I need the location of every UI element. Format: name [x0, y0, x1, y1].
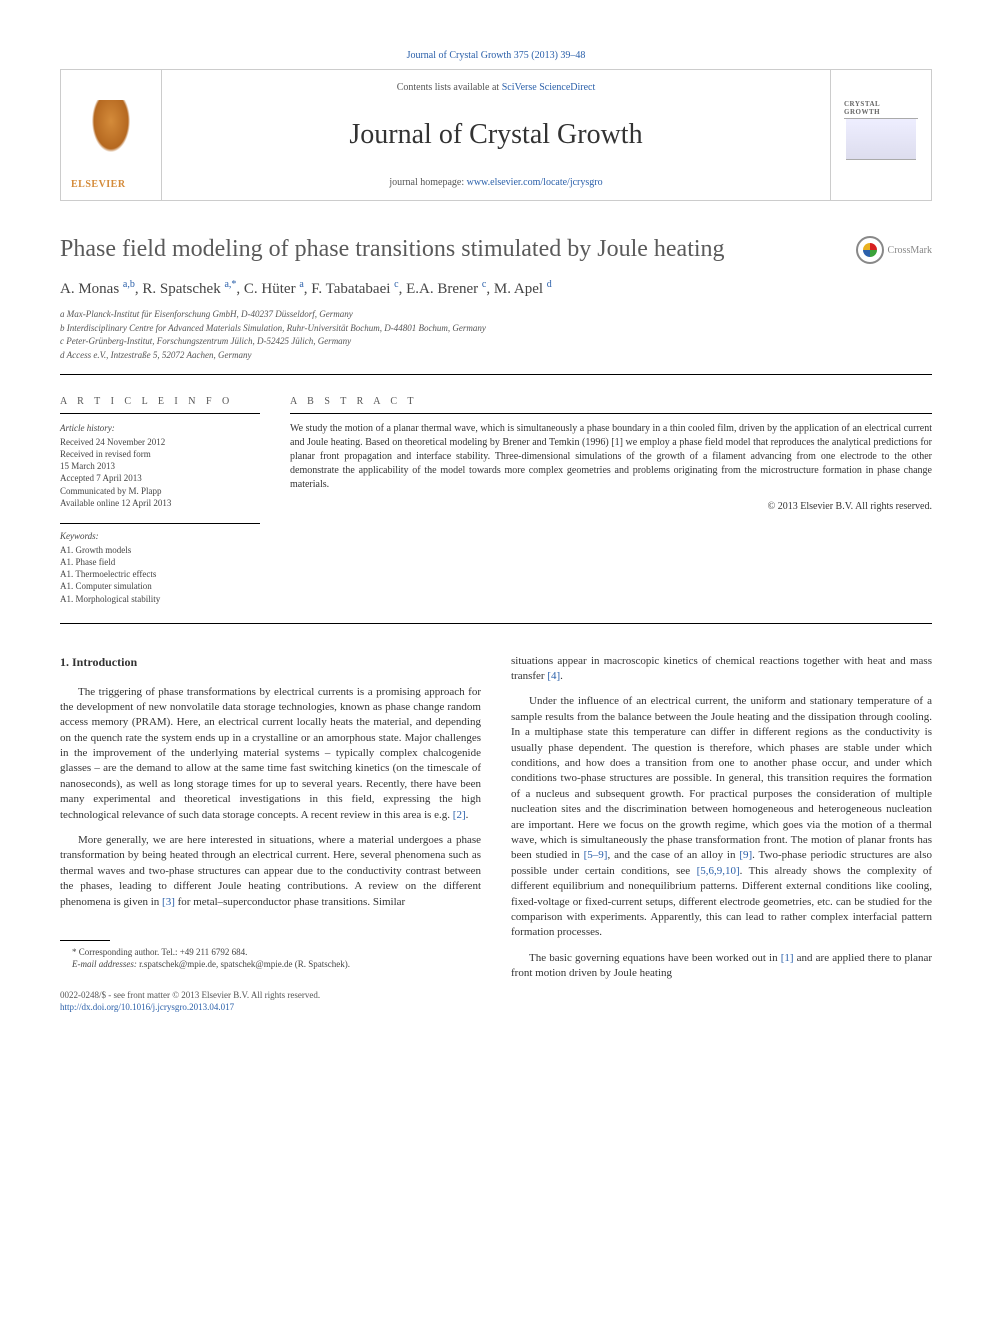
ref-link[interactable]: [2] [453, 809, 466, 821]
author: E.A. Brener [406, 281, 478, 297]
crystal-growth-label: CRYSTAL GROWTH [844, 100, 914, 116]
elsevier-logo [61, 70, 162, 200]
homepage-link[interactable]: www.elsevier.com/locate/jcrysgro [467, 177, 603, 188]
history-line: Communicated by M. Plapp [60, 485, 260, 497]
ref-link[interactable]: [3] [162, 896, 175, 908]
author: F. Tabatabaei [311, 281, 390, 297]
affiliation: a Max-Planck-Institut für Eisenforschung… [60, 308, 932, 321]
history-line: Accepted 7 April 2013 [60, 472, 260, 484]
article-info: A R T I C L E I N F O Article history: R… [60, 395, 260, 604]
abstract-body: We study the motion of a planar thermal … [290, 423, 932, 490]
elsevier-tree-icon [81, 100, 141, 170]
paragraph: The triggering of phase transformations … [60, 685, 481, 824]
affiliation: b Interdisciplinary Centre for Advanced … [60, 322, 932, 335]
keyword: A1. Growth models [60, 544, 260, 556]
ref-link[interactable]: [5–9] [584, 849, 608, 861]
affil-link[interactable]: c [482, 279, 486, 290]
ref-link[interactable]: [5,6,9,10] [697, 865, 740, 877]
paragraph: situations appear in macroscopic kinetic… [511, 654, 932, 685]
keyword: A1. Morphological stability [60, 593, 260, 605]
journal-name: Journal of Crystal Growth [182, 119, 810, 151]
paragraph: The basic governing equations have been … [511, 951, 932, 982]
footnote-block: * Corresponding author. Tel.: +49 211 67… [60, 947, 481, 970]
keyword: A1. Phase field [60, 556, 260, 568]
corr-link[interactable]: * [231, 279, 236, 290]
history-label: Article history: [60, 422, 260, 434]
history-line: 15 March 2013 [60, 460, 260, 472]
abstract-block: A B S T R A C T We study the motion of a… [290, 395, 932, 604]
paragraph: More generally, we are here interested i… [60, 833, 481, 910]
keyword: A1. Thermoelectric effects [60, 568, 260, 580]
issn-line: 0022-0248/$ - see front matter © 2013 El… [60, 990, 481, 1002]
paragraph: Under the influence of an electrical cur… [511, 694, 932, 940]
affil-link[interactable]: a [299, 279, 303, 290]
affiliation: c Peter-Grünberg-Institut, Forschungszen… [60, 335, 932, 348]
body-column-right: situations appear in macroscopic kinetic… [511, 654, 932, 1014]
keyword: A1. Computer simulation [60, 580, 260, 592]
affiliations: a Max-Planck-Institut für Eisenforschung… [60, 308, 932, 375]
bottom-info: 0022-0248/$ - see front matter © 2013 El… [60, 990, 481, 1013]
abstract-label: A B S T R A C T [290, 395, 932, 414]
article-info-label: A R T I C L E I N F O [60, 395, 260, 414]
affiliation: d Access e.V., Intzestraße 5, 52072 Aach… [60, 349, 932, 362]
author: M. Apel [494, 281, 543, 297]
header-center: Contents lists available at SciVerse Sci… [162, 70, 830, 200]
history-line: Received in revised form [60, 448, 260, 460]
affil-link[interactable]: a,b [123, 279, 135, 290]
history-line: Available online 12 April 2013 [60, 497, 260, 509]
keywords-label: Keywords: [60, 523, 260, 542]
history-line: Received 24 November 2012 [60, 436, 260, 448]
crossmark-label: CrossMark [888, 245, 932, 256]
author: A. Monas [60, 281, 119, 297]
sciencedirect-link[interactable]: SciVerse ScienceDirect [502, 82, 596, 93]
footnote-separator [60, 940, 110, 941]
affil-link[interactable]: c [394, 279, 398, 290]
author: C. Hüter [244, 281, 296, 297]
author-list: A. Monas a,b, R. Spatschek a,*, C. Hüter… [60, 279, 932, 298]
contents-prefix: Contents lists available at [397, 82, 502, 93]
email-line: E-mail addresses: r.spatschek@mpie.de, s… [60, 959, 481, 971]
ref-link[interactable]: [9] [739, 849, 752, 861]
crossmark-badge[interactable]: CrossMark [856, 236, 932, 264]
homepage-line: journal homepage: www.elsevier.com/locat… [182, 177, 810, 188]
author: R. Spatschek [142, 281, 220, 297]
abstract-text: We study the motion of a planar thermal … [290, 422, 932, 492]
contents-line: Contents lists available at SciVerse Sci… [182, 82, 810, 93]
body-column-left: 1. Introduction The triggering of phase … [60, 654, 481, 1014]
journal-header: Contents lists available at SciVerse Sci… [60, 69, 932, 201]
ref-link[interactable]: [4] [547, 670, 560, 682]
ref-link[interactable]: [1] [781, 952, 794, 964]
crossmark-icon [856, 236, 884, 264]
corresponding-author: * Corresponding author. Tel.: +49 211 67… [60, 947, 481, 959]
section-heading: 1. Introduction [60, 654, 481, 671]
doi-link[interactable]: http://dx.doi.org/10.1016/j.jcrysgro.201… [60, 1002, 234, 1012]
affil-link[interactable]: d [547, 279, 552, 290]
body-text: 1. Introduction The triggering of phase … [60, 654, 932, 1014]
top-citation[interactable]: Journal of Crystal Growth 375 (2013) 39–… [60, 50, 932, 61]
journal-cover-thumb: CRYSTAL GROWTH [830, 70, 931, 200]
homepage-prefix: journal homepage: [389, 177, 466, 188]
copyright-line: © 2013 Elsevier B.V. All rights reserved… [290, 500, 932, 514]
article-title: Phase field modeling of phase transition… [60, 236, 725, 263]
